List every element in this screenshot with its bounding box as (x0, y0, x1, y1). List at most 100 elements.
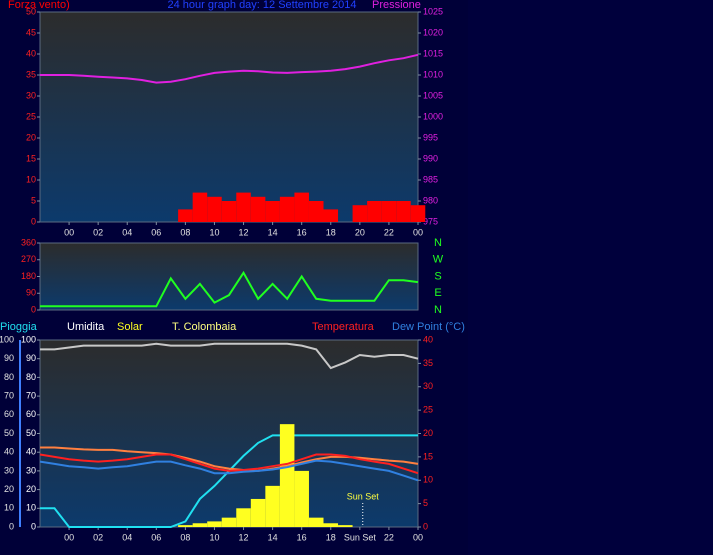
area-bar (250, 196, 266, 222)
series-line (40, 342, 419, 370)
x-tick-label: 06 (151, 227, 161, 237)
x-tick-label: 00 (413, 532, 423, 542)
y2-tick-label: 1010 (423, 69, 443, 79)
area-bar (381, 201, 397, 222)
series-line (40, 53, 419, 84)
y-tick-label: 70 (26, 390, 36, 400)
empty-panel (468, 0, 713, 555)
y2-tick-label: 985 (423, 174, 438, 184)
area-bar (352, 205, 368, 222)
chart-title: 24 hour graph day: 12 Settembre 2014 (168, 0, 357, 11)
y2-tick-label: 1025 (423, 6, 443, 16)
y-tick-label: 60 (4, 409, 14, 419)
area-bar (294, 470, 309, 527)
x-tick-label: 12 (239, 532, 249, 542)
y-tick-label: 100 (0, 334, 14, 344)
y-tick-label: 10 (4, 503, 14, 513)
legend-entry: Forza vento) (8, 0, 70, 11)
area-bar (250, 498, 266, 527)
legend-entry: Umidita (67, 321, 105, 333)
y-tick-label: 50 (4, 428, 14, 438)
y2-tick-label: 1005 (423, 90, 443, 100)
y-tick-label: 5 (31, 195, 36, 205)
y2-tick-label: 40 (423, 334, 433, 344)
x-tick-label: 10 (209, 532, 219, 542)
y-tick-label: 90 (26, 353, 36, 363)
y-tick-label: 10 (26, 503, 36, 513)
area-bar (236, 508, 251, 527)
x-tick-label: Sun Set (344, 532, 377, 542)
x-tick-label: 22 (384, 227, 394, 237)
y-tick-label: 30 (26, 465, 36, 475)
x-tick-label: 18 (326, 532, 336, 542)
x-tick-label: 14 (268, 532, 278, 542)
area-bar (265, 485, 280, 527)
x-tick-label: 00 (64, 532, 74, 542)
y-tick-label: 45 (26, 27, 36, 37)
y-tick-label: 40 (26, 447, 36, 457)
y-tick-label: 30 (26, 90, 36, 100)
y-tick-label: 20 (4, 484, 14, 494)
compass-label: E (434, 287, 441, 299)
compass-label: N (434, 237, 442, 249)
y-tick-label: 0 (31, 521, 36, 531)
y-tick-label: 15 (26, 153, 36, 163)
annotation: Sun Set (347, 491, 380, 501)
area-bar (192, 192, 208, 222)
x-tick-label: 12 (239, 227, 249, 237)
y-tick-label: 180 (21, 271, 36, 281)
y2-tick-label: 30 (423, 381, 433, 391)
area-bar (178, 525, 193, 527)
y2-tick-label: 20 (423, 428, 433, 438)
y-tick-label: 0 (31, 304, 36, 314)
x-tick-label: 08 (180, 227, 190, 237)
legend-entry: Pressione (372, 0, 421, 11)
y2-tick-label: 990 (423, 153, 438, 163)
area-bar (308, 201, 324, 222)
x-tick-label: 04 (122, 532, 132, 542)
plot-area (39, 339, 419, 528)
legend-entry: Temperatura (312, 321, 375, 333)
y2-tick-label: 1015 (423, 48, 443, 58)
y-tick-label: 25 (26, 111, 36, 121)
y2-tick-label: 5 (423, 498, 428, 508)
y2-tick-label: 15 (423, 451, 433, 461)
y2-tick-label: 35 (423, 358, 433, 368)
area-bar (279, 424, 295, 527)
area-bar (323, 209, 339, 222)
compass-label: W (433, 254, 444, 266)
series-line (40, 270, 419, 308)
area-bar (178, 209, 193, 222)
area-bar (367, 201, 382, 222)
y2-tick-label: 0 (423, 521, 428, 531)
x-tick-label: 10 (209, 227, 219, 237)
plot-area (39, 242, 419, 311)
y-tick-label: 20 (26, 484, 36, 494)
area-bar (338, 525, 353, 527)
x-tick-label: 14 (268, 227, 278, 237)
y2-tick-label: 10 (423, 475, 433, 485)
area-bar (207, 196, 222, 222)
y-tick-label: 80 (26, 372, 36, 382)
y-tick-label: 20 (26, 132, 36, 142)
x-tick-label: 16 (297, 227, 307, 237)
y-tick-label: 0 (31, 216, 36, 226)
area-bar (192, 523, 208, 527)
legend-entry: Pioggia (0, 321, 38, 333)
y-tick-label: 0 (9, 521, 14, 531)
plot-area (39, 11, 419, 223)
y-tick-label: 50 (26, 6, 36, 16)
series-line (39, 453, 419, 475)
compass-label: S (434, 270, 441, 282)
area-bar (221, 201, 237, 222)
y-tick-label: 40 (26, 48, 36, 58)
area-bar (410, 205, 426, 222)
area-bar (236, 192, 251, 222)
compass-label: N (434, 304, 442, 316)
area-bar (207, 521, 222, 527)
x-tick-label: 02 (93, 227, 103, 237)
y2-tick-label: 980 (423, 195, 438, 205)
y-tick-label: 100 (21, 334, 36, 344)
legend-entry: Solar (117, 321, 143, 333)
x-tick-label: 16 (297, 532, 307, 542)
